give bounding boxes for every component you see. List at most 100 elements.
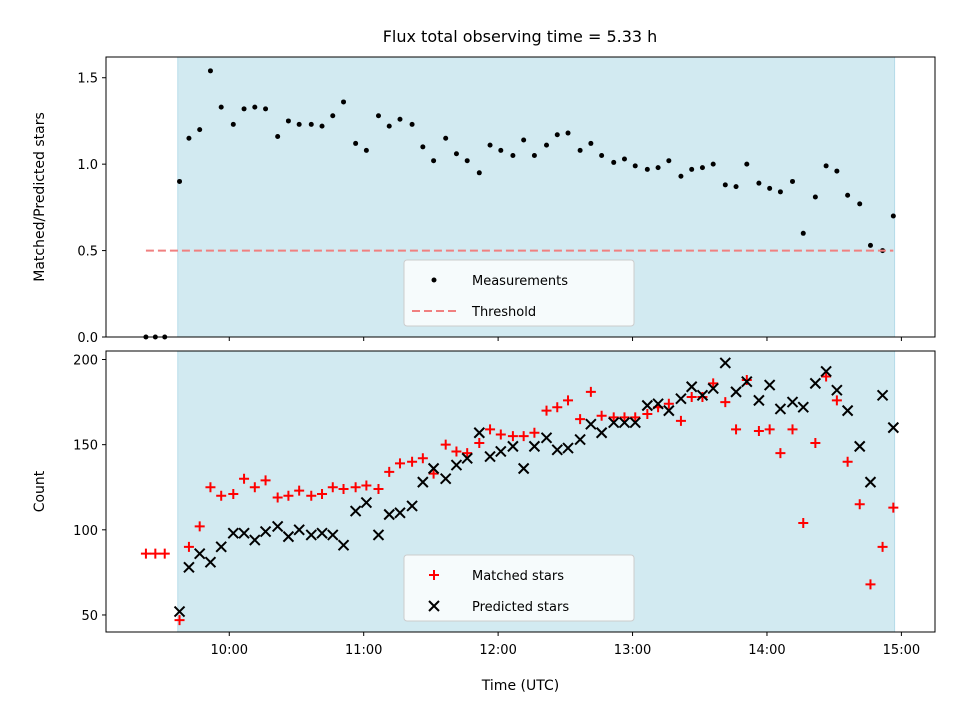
predicted-star-point: [183, 561, 195, 573]
predicted-star-point: [349, 505, 362, 517]
predicted-star-point: [562, 442, 574, 454]
matched-star-point: [294, 485, 305, 496]
predicted-star-point: [551, 444, 563, 456]
predicted-star-point: [394, 507, 406, 519]
matched-star-point: [575, 414, 586, 425]
measurement-point: [800, 230, 806, 236]
measurement-point: [689, 166, 695, 172]
measurement-point: [744, 161, 750, 167]
predicted-star-point: [663, 404, 675, 417]
predicted-star-point: [495, 445, 507, 458]
measurement-point: [644, 166, 650, 172]
measurement-point: [420, 144, 426, 150]
legend-box: [403, 554, 635, 622]
predicted-star-point: [337, 539, 350, 551]
series-matched-stars: [140, 371, 899, 626]
measurement-point: [386, 123, 392, 129]
matched-star-point: [495, 429, 506, 440]
measurement-point: [666, 158, 672, 164]
measurement-point: [544, 142, 550, 148]
measurement-point: [621, 156, 627, 162]
matched-star-point: [821, 371, 832, 382]
measurement-point: [241, 106, 247, 112]
measurement-point: [476, 170, 482, 176]
matched-star-point: [350, 482, 361, 493]
matched-star-point: [731, 424, 742, 435]
measurement-point: [263, 106, 269, 112]
measurement-point: [186, 135, 192, 141]
matched-star-point: [518, 431, 529, 442]
measurement-point: [611, 159, 617, 165]
measurement-point: [632, 163, 638, 169]
predicted-star-point: [507, 440, 519, 453]
measurement-point: [296, 121, 302, 127]
measurement-point: [531, 153, 537, 159]
x-tick-label: 10:00: [211, 643, 248, 658]
matched-star-point: [507, 431, 518, 442]
predicted-star-point: [204, 556, 217, 568]
measurement-point: [867, 242, 873, 248]
predicted-star-point: [473, 427, 486, 439]
measurement-point: [588, 140, 594, 146]
predicted-star-point: [327, 529, 339, 541]
legend-predicted-swatch: [428, 600, 440, 612]
count-panel: 50 100 150 200 10:00 11:00 12:00 13:00 14:00 15:0…: [32, 350, 936, 694]
matched-star-point: [306, 490, 317, 501]
matched-star-point: [474, 437, 485, 448]
matched-star-point: [239, 473, 250, 484]
predicted-star-point: [282, 530, 295, 543]
measurement-point: [308, 121, 314, 127]
measurement-point: [375, 113, 381, 119]
matched-star-point: [327, 482, 338, 493]
measurement-point: [599, 153, 605, 159]
y-tick-label: 1.5: [77, 72, 98, 87]
matched-star-point: [675, 415, 686, 426]
measurement-point: [363, 147, 369, 153]
matched-star-point: [183, 541, 194, 552]
measurement-point: [498, 147, 504, 153]
predicted-star-point: [675, 392, 687, 405]
matched-star-point: [541, 405, 552, 416]
predicted-star-point: [685, 381, 698, 393]
measurement-point: [890, 213, 896, 219]
series-measurements: [143, 68, 896, 340]
measurement-point: [565, 130, 571, 136]
measurement-point: [252, 104, 258, 110]
measurement-point: [777, 189, 783, 195]
matched-star-point: [642, 409, 653, 420]
ratio-panel: 0.0 0.5 1.0 1.5 Matched/Predicted stars Measu…: [32, 56, 936, 346]
y-tick-label: 200: [73, 354, 98, 369]
matched-star-point: [317, 489, 328, 500]
predicted-star-point: [618, 416, 631, 429]
predicted-star-point: [797, 401, 809, 413]
predicted-star-point: [215, 541, 227, 553]
predicted-star-point: [876, 389, 889, 401]
matched-star-point: [194, 521, 205, 532]
matched-star-point: [159, 548, 170, 559]
matched-star-point: [428, 468, 439, 479]
matched-star-point: [619, 412, 630, 423]
measurement-point: [431, 158, 437, 164]
legend-box: [403, 259, 635, 327]
measurement-point: [790, 178, 796, 184]
matched-star-point: [260, 475, 271, 486]
series-predicted-stars: [173, 357, 900, 618]
matched-star-point: [831, 395, 842, 406]
measurement-point: [207, 68, 213, 74]
x-tick-label: 15:00: [883, 643, 920, 658]
legend-label: Measurements: [472, 274, 568, 289]
predicted-star-point: [540, 432, 553, 444]
predicted-star-point: [383, 508, 395, 521]
predicted-star-point: [249, 534, 261, 546]
x-tick-label: 12:00: [479, 643, 516, 658]
measurement-point: [554, 132, 560, 138]
matched-star-point: [585, 386, 596, 397]
predicted-star-point: [484, 450, 496, 463]
matched-star-point: [407, 456, 418, 467]
matched-star-point: [216, 490, 227, 501]
matched-star-point: [888, 502, 899, 513]
x-tick-label: 14:00: [748, 643, 785, 658]
axes-frame: [105, 56, 936, 338]
measurement-point: [812, 194, 818, 200]
matched-star-point: [697, 391, 708, 402]
